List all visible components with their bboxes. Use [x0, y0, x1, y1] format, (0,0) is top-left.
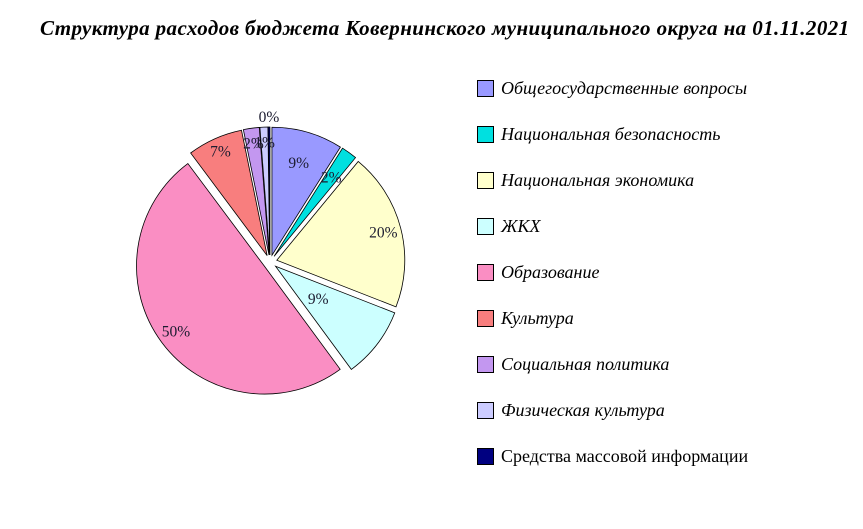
legend-label: ЖКХ [501, 215, 541, 236]
pie-slice-1 [271, 126, 341, 257]
legend-label: Общегосударственные вопросы [501, 77, 748, 98]
legend-label: Средства массовой информации [501, 445, 749, 466]
slice-label-1: 9% [288, 155, 309, 172]
pie-slice-7 [242, 127, 270, 256]
legend-swatch-icon [477, 447, 494, 465]
legend-swatch-icon [477, 79, 494, 97]
slice-label-8: 1% [254, 135, 275, 152]
pie-slice-5 [136, 162, 341, 395]
legend-swatch-icon [477, 309, 494, 327]
legend-item: Национальная безопасность [477, 119, 748, 149]
legend-label: Культура [501, 307, 574, 328]
pie-slice-3 [276, 160, 406, 308]
slice-label-2: 2% [321, 170, 342, 187]
legend-swatch-icon [477, 171, 494, 189]
legend-label: Социальная политика [501, 353, 670, 374]
legend-swatch-icon [477, 355, 494, 373]
slice-label-5: 50% [162, 324, 191, 341]
legend-item: Физическая культура [477, 395, 748, 425]
slice-label-6: 7% [210, 144, 231, 161]
legend-swatch-icon [477, 217, 494, 235]
slice-label-3: 20% [369, 225, 398, 242]
slice-label-4: 9% [308, 291, 329, 308]
legend-label: Национальная экономика [501, 169, 695, 190]
legend-label: Образование [501, 261, 600, 282]
legend-swatch-icon [477, 401, 494, 419]
slice-label-9: 0% [259, 109, 280, 126]
legend-item: Средства массовой информации [477, 441, 748, 471]
legend-label: Физическая культура [501, 399, 665, 420]
legend-swatch-icon [477, 263, 494, 281]
legend-item: Культура [477, 303, 748, 333]
legend-swatch-icon [477, 125, 494, 143]
legend-item: ЖКХ [477, 211, 748, 241]
legend: Общегосударственные вопросы Национальная… [477, 73, 748, 471]
pie-slice-6 [190, 129, 268, 256]
slice-label-7: 2% [243, 136, 264, 153]
pie-slice-9 [267, 126, 271, 256]
legend-item: Социальная политика [477, 349, 748, 379]
chart-title: Структура расходов бюджета Ковернинского… [40, 16, 850, 40]
legend-item: Образование [477, 257, 748, 287]
legend-item: Общегосударственные вопросы [477, 73, 748, 103]
pie-slice-4 [274, 265, 396, 370]
legend-item: Национальная экономика [477, 165, 748, 195]
pie-slice-2 [273, 147, 357, 257]
legend-label: Национальная безопасность [501, 123, 721, 144]
